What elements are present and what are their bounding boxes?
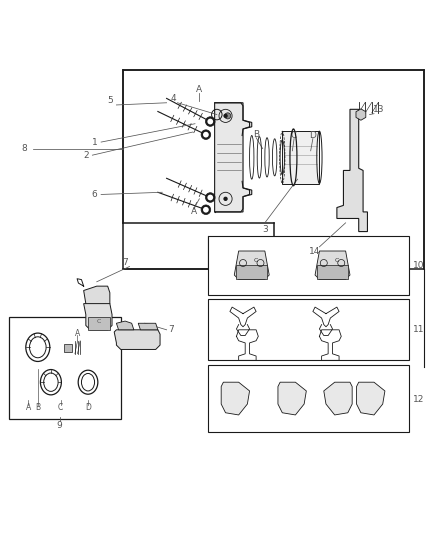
Text: 3: 3	[262, 225, 268, 234]
Polygon shape	[337, 109, 367, 231]
Text: 9: 9	[57, 422, 63, 430]
Polygon shape	[317, 265, 348, 279]
Text: C: C	[97, 319, 101, 324]
Text: 2: 2	[83, 151, 88, 160]
Polygon shape	[114, 330, 160, 350]
Polygon shape	[117, 321, 134, 330]
Circle shape	[225, 113, 231, 119]
Polygon shape	[324, 382, 352, 415]
Text: 14: 14	[309, 247, 321, 256]
Polygon shape	[278, 382, 306, 415]
Text: 13: 13	[373, 105, 384, 114]
Polygon shape	[356, 109, 366, 120]
Polygon shape	[221, 382, 250, 415]
Text: 1: 1	[92, 138, 97, 147]
Text: A: A	[196, 85, 202, 94]
Circle shape	[223, 197, 228, 201]
Text: 5: 5	[107, 96, 113, 105]
Text: C: C	[58, 402, 63, 411]
Polygon shape	[357, 382, 385, 415]
Text: 8: 8	[22, 144, 28, 153]
Text: A: A	[191, 207, 197, 216]
Text: 7: 7	[122, 257, 128, 266]
Text: 6: 6	[92, 190, 97, 199]
Circle shape	[205, 193, 215, 203]
Text: 12: 12	[413, 395, 425, 404]
Circle shape	[203, 207, 209, 213]
Bar	[10, 317, 121, 419]
Polygon shape	[88, 317, 110, 330]
Polygon shape	[237, 265, 267, 279]
Polygon shape	[234, 251, 269, 279]
Polygon shape	[138, 323, 158, 330]
Text: C: C	[291, 131, 297, 140]
Text: 10: 10	[413, 261, 425, 270]
Text: C: C	[335, 259, 339, 263]
Circle shape	[201, 130, 211, 140]
Circle shape	[203, 132, 209, 138]
Polygon shape	[84, 286, 110, 306]
Circle shape	[205, 117, 215, 126]
Circle shape	[207, 195, 213, 200]
Bar	[64, 344, 72, 352]
Bar	[283, 131, 319, 183]
Bar	[123, 70, 424, 269]
Bar	[208, 365, 409, 432]
Circle shape	[223, 114, 228, 118]
Text: 4: 4	[170, 94, 176, 103]
Polygon shape	[215, 103, 252, 212]
Polygon shape	[315, 251, 350, 279]
Bar	[208, 236, 409, 295]
Text: D: D	[309, 131, 316, 140]
Text: A: A	[25, 402, 31, 411]
Circle shape	[207, 119, 213, 124]
Text: C: C	[254, 259, 258, 263]
Text: 11: 11	[413, 325, 425, 334]
Text: 7: 7	[168, 325, 174, 334]
Polygon shape	[84, 304, 112, 330]
Text: B: B	[253, 130, 259, 139]
Text: A: A	[74, 329, 80, 338]
Text: D: D	[85, 402, 91, 411]
Circle shape	[201, 205, 211, 215]
Text: B: B	[35, 402, 40, 411]
Bar	[208, 299, 409, 360]
